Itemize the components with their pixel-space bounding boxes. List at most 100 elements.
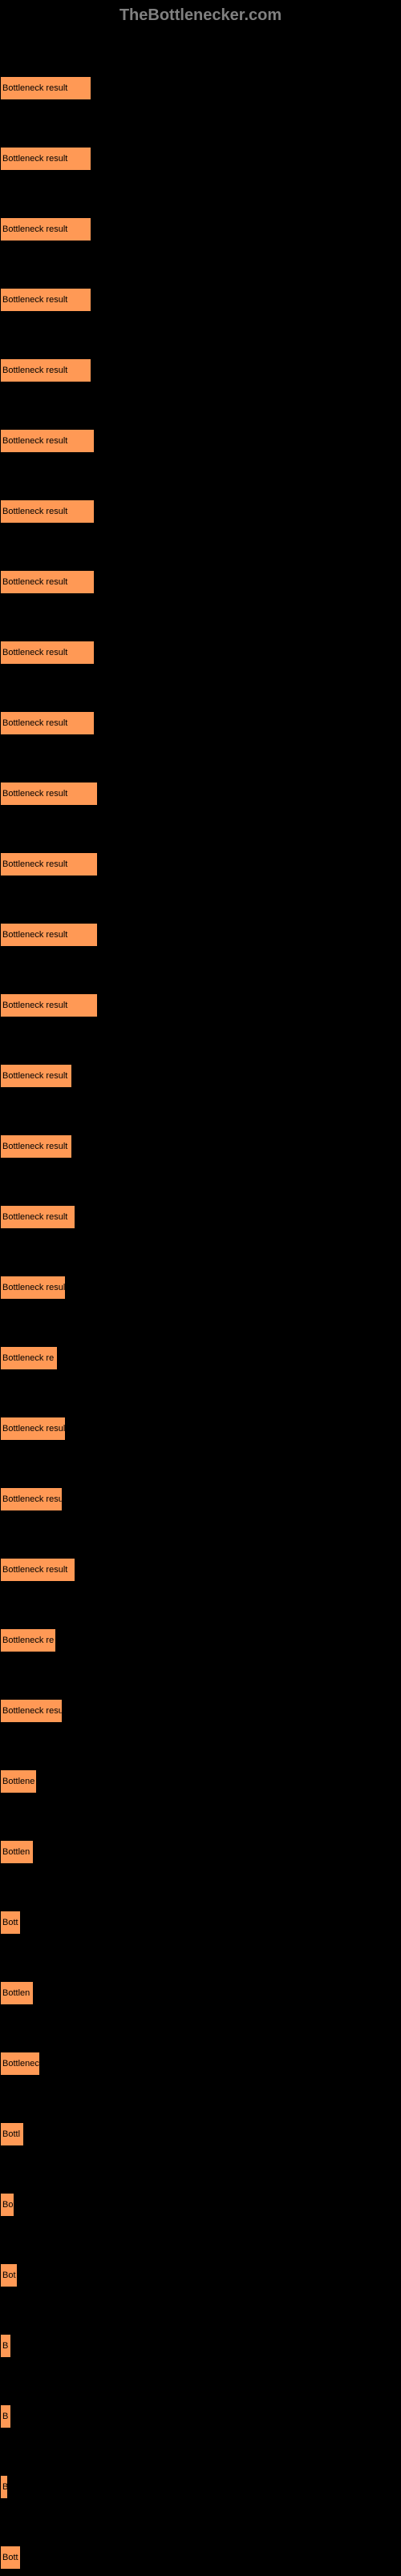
bar-label: Bottleneck result — [2, 1212, 67, 1222]
bar: Bottleneck result — [0, 1417, 66, 1441]
bar-label: Bottleneck result — [2, 1001, 67, 1010]
bar-label: Bottleneck resu — [2, 1706, 63, 1716]
bar: Bottleneck result — [0, 358, 91, 382]
bar: Bottleneck result — [0, 1205, 75, 1229]
bar-row: Bottleneck result — [0, 1165, 401, 1235]
bar-row: Bottleneck re — [0, 1306, 401, 1377]
bar-label: Bottleneck result — [2, 154, 67, 164]
bar-row: Bottleneck resu — [0, 1659, 401, 1729]
bar-row: Bottleneck result — [0, 177, 401, 248]
bar-label: B — [2, 2341, 8, 2351]
bar: Bottleneck result — [0, 641, 95, 665]
bar-label: B — [2, 2412, 8, 2421]
bar-label: Bott — [2, 1918, 18, 1927]
bar: Bottleneck result — [0, 993, 98, 1017]
bar-row: Bottleneck result — [0, 318, 401, 389]
bar: Bottleneck result — [0, 1276, 66, 1300]
bar-row: Bottleneck result — [0, 1094, 401, 1165]
bar: Bottlenec — [0, 2052, 40, 2076]
bar-row: Bottlene — [0, 1729, 401, 1800]
bar-row: Bottlen — [0, 1941, 401, 2012]
bar-label: Bo — [2, 2200, 13, 2210]
bar-label: Bottleneck result — [2, 295, 67, 305]
bar-row: Bottleneck result — [0, 953, 401, 1024]
page-header: TheBottlenecker.com — [0, 0, 401, 28]
bar-row: Bottleneck result — [0, 530, 401, 601]
bar-row: Bottleneck result — [0, 601, 401, 671]
bar: Bott — [0, 2546, 21, 2570]
bar: Bottleneck result — [0, 499, 95, 524]
bar-row: Bottleneck result — [0, 1235, 401, 1306]
bar-row: Bottleneck result — [0, 389, 401, 459]
bar: B — [0, 2475, 8, 2499]
bar: Bottleneck resu — [0, 1487, 63, 1511]
bar-row: Bott — [0, 1870, 401, 1941]
bar: Bottleneck re — [0, 1346, 58, 1370]
bar-row: Bottleneck resu — [0, 1447, 401, 1518]
bar-label: Bottl — [2, 2129, 20, 2139]
bar: Bottleneck result — [0, 147, 91, 171]
bar: Bott — [0, 1911, 21, 1935]
bar-label: Bottleneck result — [2, 859, 67, 869]
bar-label: Bottleneck re — [2, 1636, 54, 1645]
bar-row: Bottleneck result — [0, 36, 401, 107]
bar-label: Bottleneck result — [2, 83, 67, 93]
bar-row: Bot — [0, 2223, 401, 2294]
bar-label: Bottleneck result — [2, 718, 67, 728]
bar: Bottl — [0, 2122, 24, 2146]
bar-row: Bottleneck result — [0, 107, 401, 177]
bar-label: Bottleneck result — [2, 366, 67, 375]
bar: B — [0, 2404, 11, 2428]
bar: Bottleneck result — [0, 570, 95, 594]
bar-row: Bottleneck result — [0, 1518, 401, 1588]
bar-label: Bottleneck result — [2, 224, 67, 234]
bar: Bottleneck result — [0, 711, 95, 735]
bar-row: Bottleneck result — [0, 812, 401, 883]
bar-row: Bottleneck result — [0, 1024, 401, 1094]
bar: Bottleneck result — [0, 1134, 72, 1159]
bar-label: Bottleneck result — [2, 436, 67, 446]
bar-label: Bottleneck result — [2, 1283, 66, 1292]
bar-row: B — [0, 2435, 401, 2505]
bar-row: Bottl — [0, 2082, 401, 2153]
bar-label: Bottleneck result — [2, 648, 67, 657]
bar-label: B — [2, 2482, 8, 2492]
bar-row: Bottleneck result — [0, 1377, 401, 1447]
bar-label: Bott — [2, 2553, 18, 2562]
bar: B — [0, 2334, 11, 2358]
bar-label: Bottleneck result — [2, 930, 67, 940]
header-title: TheBottlenecker.com — [119, 6, 282, 24]
bar: Bottleneck result — [0, 782, 98, 806]
bar-row: Bottlen — [0, 1800, 401, 1870]
bar: Bottleneck resu — [0, 1699, 63, 1723]
bar-label: Bottleneck re — [2, 1353, 54, 1363]
bar-label: Bottleneck result — [2, 507, 67, 516]
bar: Bottleneck result — [0, 852, 98, 876]
bar: Bottleneck result — [0, 1064, 72, 1088]
bar-row: B — [0, 2364, 401, 2435]
bar-row: Bottlenec — [0, 2012, 401, 2082]
bar: Bot — [0, 2263, 18, 2287]
bar-label: Bottleneck resu — [2, 1494, 63, 1504]
bar-row: Bottleneck result — [0, 742, 401, 812]
bar: Bottlene — [0, 1769, 37, 1793]
bar: Bottlen — [0, 1981, 34, 2005]
bar: Bottleneck result — [0, 76, 91, 100]
bar: Bottleneck result — [0, 923, 98, 947]
bar: Bottleneck result — [0, 288, 91, 312]
bar-label: Bottleneck result — [2, 1071, 67, 1081]
bar-label: Bottlen — [2, 1988, 30, 1998]
bar-label: Bottleneck result — [2, 789, 67, 799]
bar-row: Bottleneck result — [0, 459, 401, 530]
bar-label: Bottlene — [2, 1777, 34, 1786]
bar-row: Bottleneck result — [0, 671, 401, 742]
bar: Bo — [0, 2193, 14, 2217]
bar-row: B — [0, 2294, 401, 2364]
bar-label: Bottlen — [2, 1847, 30, 1857]
bar: Bottleneck result — [0, 1558, 75, 1582]
bar: Bottleneck result — [0, 429, 95, 453]
bar-label: Bot — [2, 2271, 16, 2280]
bar: Bottlen — [0, 1840, 34, 1864]
bar: Bottleneck re — [0, 1628, 56, 1652]
bar-row: Bottleneck re — [0, 1588, 401, 1659]
